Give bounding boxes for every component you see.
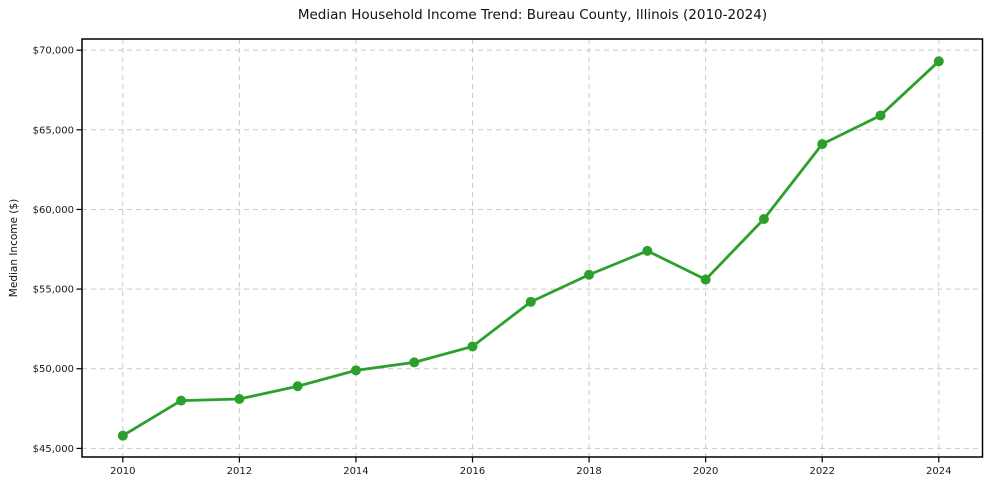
data-point	[758, 214, 769, 225]
data-point	[525, 296, 536, 307]
x-tick-label: 2018	[576, 466, 601, 477]
data-point	[467, 341, 478, 352]
data-point	[584, 269, 595, 280]
chart-title: Median Household Income Trend: Bureau Co…	[297, 7, 768, 23]
y-tick-label: $65,000	[33, 125, 74, 136]
data-point	[409, 357, 420, 368]
data-point	[642, 245, 653, 256]
y-tick-label: $50,000	[33, 364, 74, 375]
data-line	[121, 59, 941, 438]
data-point	[176, 395, 187, 406]
x-tick-label: 2024	[926, 466, 951, 477]
data-point	[933, 56, 944, 67]
x-tick-label: 2012	[227, 466, 252, 477]
x-tick-label: 2020	[693, 466, 718, 477]
y-tick-label: $70,000	[33, 46, 74, 57]
x-tick-label: 2014	[343, 466, 368, 477]
plot-border	[81, 38, 984, 458]
y-tick-label: $60,000	[33, 205, 74, 216]
x-tick-label: 2016	[460, 466, 485, 477]
y-tick-label: $55,000	[33, 285, 74, 296]
data-point	[292, 381, 303, 392]
data-point	[817, 139, 828, 150]
data-point	[350, 365, 361, 376]
data-point	[117, 430, 128, 441]
x-tick-label: 2022	[809, 466, 834, 477]
data-point	[700, 274, 711, 285]
data-point	[875, 110, 886, 121]
data-point	[234, 394, 245, 405]
x-tick-label: 2010	[110, 466, 135, 477]
y-tick-label: $45,000	[33, 444, 74, 455]
